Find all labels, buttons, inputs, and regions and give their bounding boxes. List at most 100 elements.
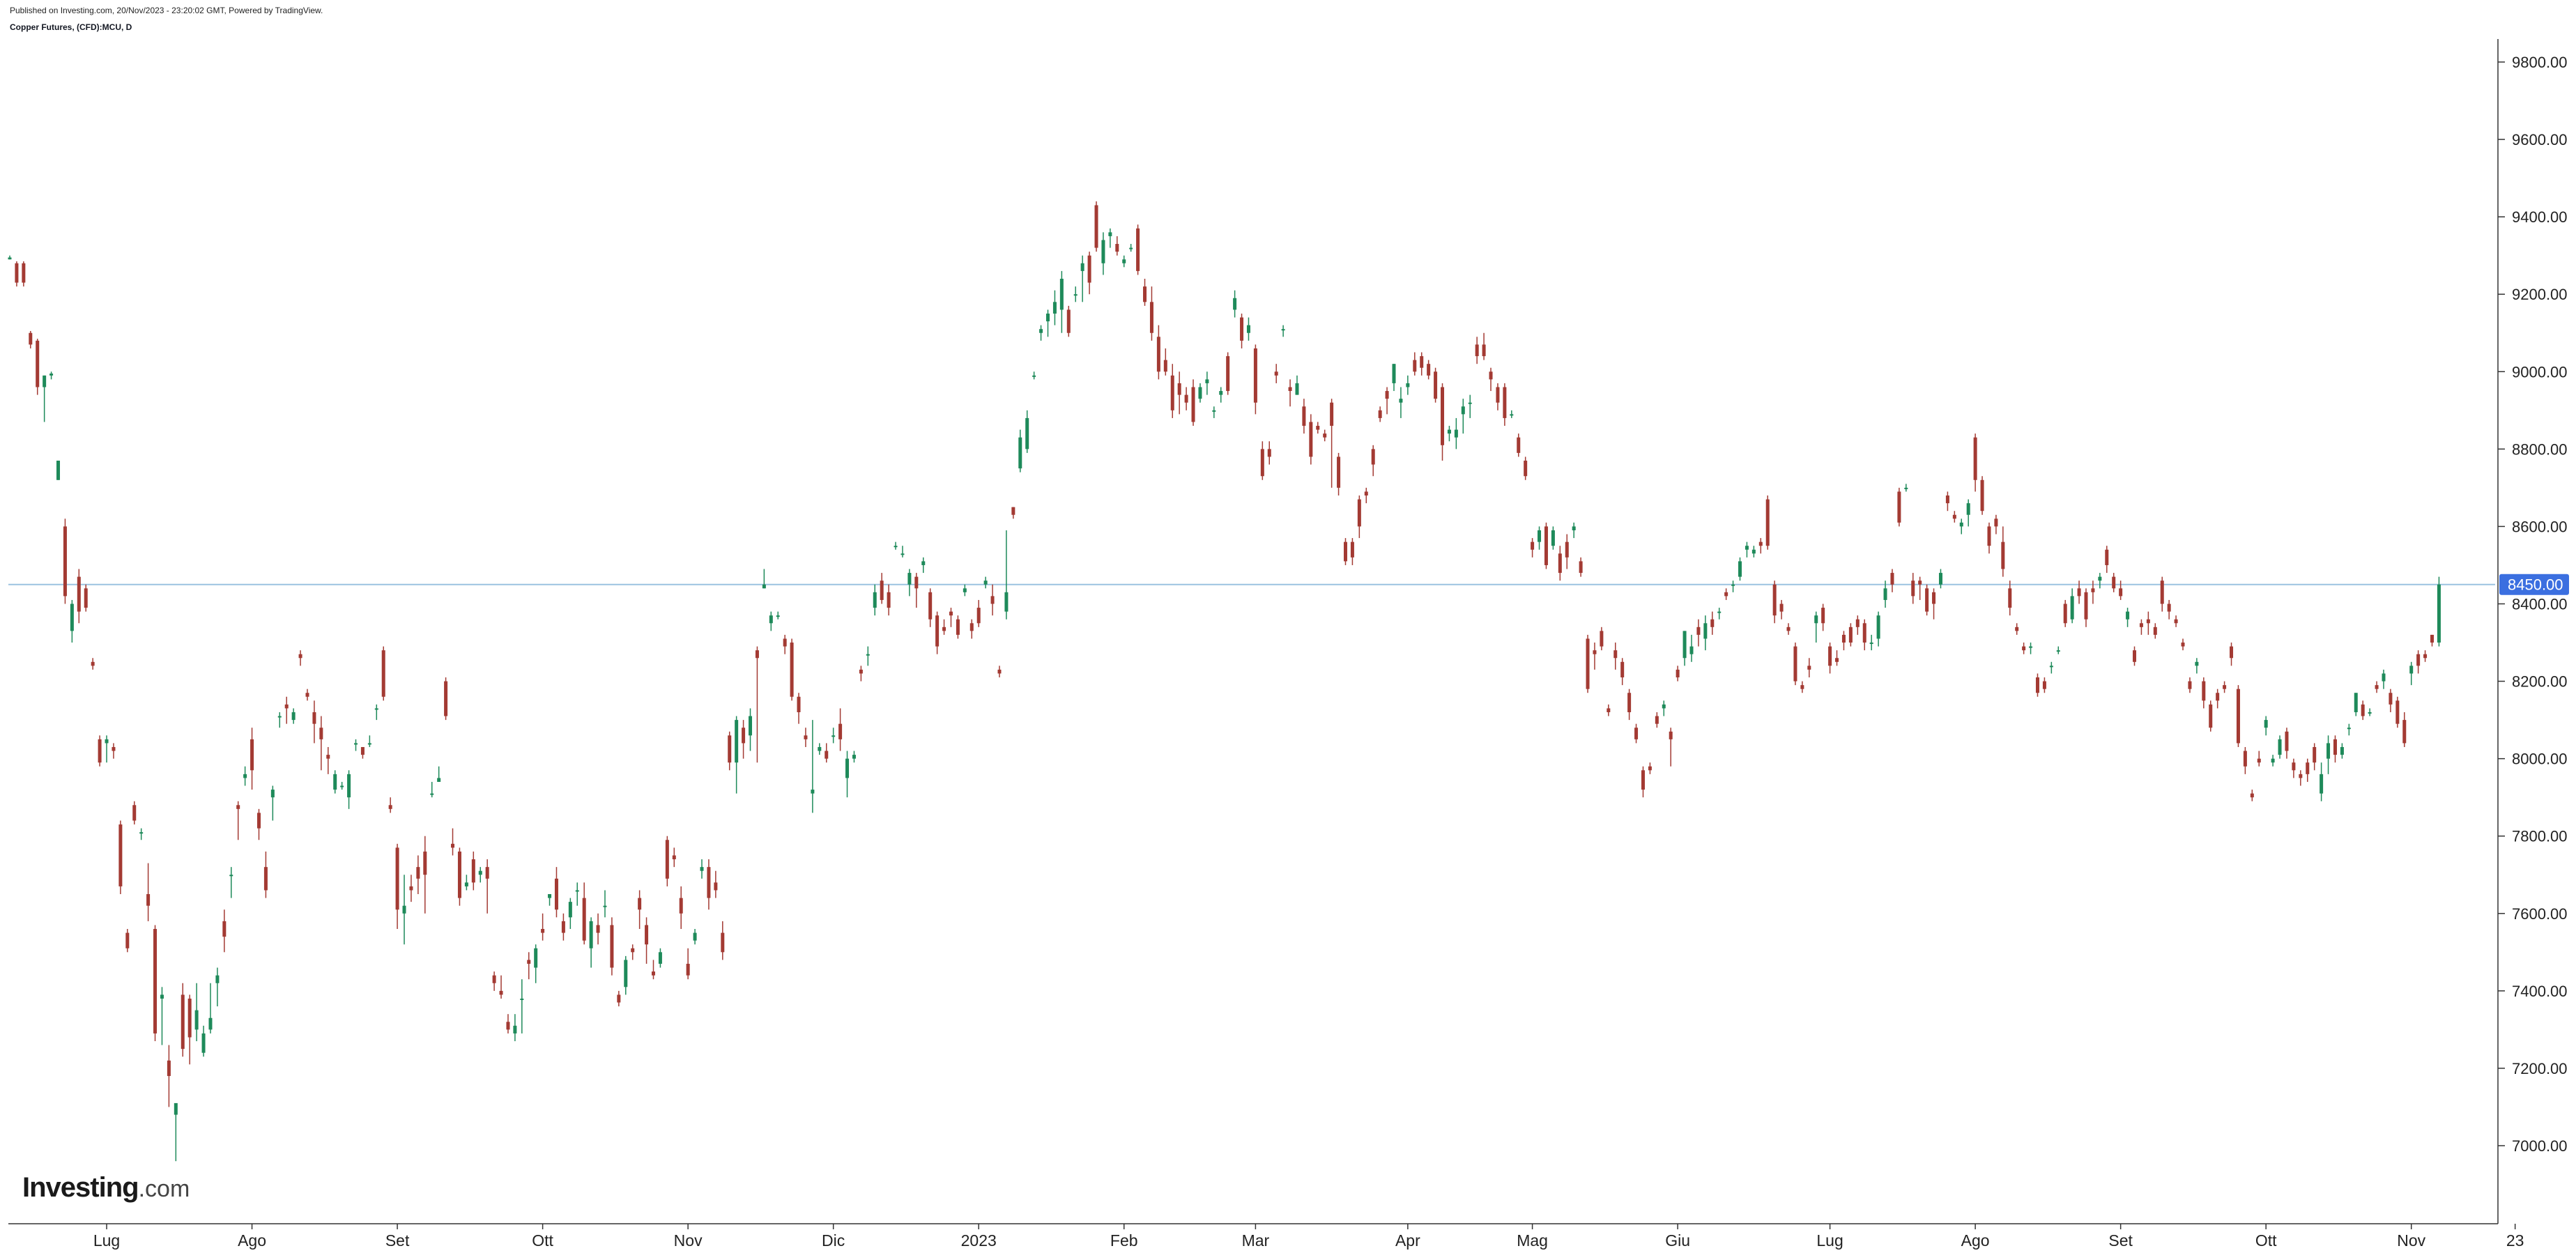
candle-body xyxy=(831,735,836,737)
candle-body xyxy=(430,793,434,795)
candle xyxy=(485,859,489,914)
candle-body xyxy=(2029,646,2033,648)
candle-body xyxy=(1046,313,1050,322)
candle xyxy=(894,541,898,550)
candle-body xyxy=(437,778,441,782)
candle xyxy=(949,608,953,627)
candle xyxy=(1918,576,1922,600)
candle xyxy=(36,339,40,395)
candle xyxy=(1260,441,1264,480)
candle xyxy=(762,569,766,589)
candle xyxy=(2306,758,2310,782)
candle xyxy=(1191,379,1195,426)
candle-body xyxy=(1059,279,1064,310)
candle-body xyxy=(2243,751,2247,767)
candle xyxy=(2188,677,2192,693)
candle xyxy=(735,716,739,794)
candle-body xyxy=(2271,758,2275,763)
candle-body xyxy=(77,576,81,612)
candle-body xyxy=(506,1022,510,1030)
time-tick-label: Lug xyxy=(93,1231,120,1250)
candle-body xyxy=(1496,387,1500,403)
candle-body xyxy=(1517,437,1521,453)
candle xyxy=(1441,383,1445,461)
candle-body xyxy=(983,581,988,585)
candle xyxy=(250,728,254,790)
candle xyxy=(513,1014,517,1042)
candle-body xyxy=(2001,541,2005,569)
price-tick-label: 8200.00 xyxy=(2512,673,2568,691)
candle-body xyxy=(1233,298,1237,310)
candle xyxy=(1855,615,1860,635)
candle-body xyxy=(693,932,697,941)
candle xyxy=(742,720,746,759)
candle-body xyxy=(686,963,690,976)
candle xyxy=(1004,530,1009,620)
candle-body xyxy=(880,581,884,600)
candle xyxy=(298,650,302,666)
time-tick-label: Set xyxy=(2108,1231,2133,1250)
candle-body xyxy=(2209,704,2213,728)
candle-body xyxy=(527,960,531,964)
candle xyxy=(354,739,358,751)
candle-body xyxy=(1620,661,1625,678)
candle xyxy=(728,731,732,771)
candle xyxy=(1496,383,1500,410)
candle-body xyxy=(825,751,829,759)
candle-body xyxy=(1066,309,1071,333)
candle-body xyxy=(326,755,330,759)
candle-body xyxy=(1572,526,1576,530)
price-axis: 7000.00 7200.00 7400.00 7600.00 7800.00 8000.… xyxy=(2497,39,2568,1224)
price-tick-label: 7600.00 xyxy=(2512,905,2568,923)
candle-body xyxy=(2181,643,2185,647)
candle xyxy=(928,588,933,627)
candle xyxy=(132,801,137,825)
candle xyxy=(409,875,413,902)
candle-body xyxy=(1260,449,1264,477)
candle-body xyxy=(2389,693,2393,705)
candle-body xyxy=(1828,646,1832,666)
candle-body xyxy=(1676,669,1680,678)
candle xyxy=(997,666,1002,678)
candle xyxy=(665,836,669,886)
candle-body xyxy=(1399,399,1403,403)
candle-body xyxy=(2230,646,2234,659)
candle xyxy=(1080,255,1084,302)
candle-body xyxy=(554,878,558,910)
candle-body xyxy=(700,867,704,871)
published-caption: Published on Investing.com, 20/Nov/2023 … xyxy=(10,6,323,15)
candle xyxy=(935,611,940,654)
candle xyxy=(1703,615,1708,651)
candle-body xyxy=(167,1060,171,1077)
candle-body xyxy=(1080,263,1084,271)
candle xyxy=(139,828,144,840)
candle-body xyxy=(492,975,496,983)
candle xyxy=(1911,573,1915,604)
candle xyxy=(319,716,323,771)
logo-suffix: .com xyxy=(138,1176,190,1202)
candle-body xyxy=(2049,666,2053,668)
candle xyxy=(1973,433,1977,492)
candle xyxy=(582,882,586,945)
candle xyxy=(1288,379,1292,407)
candle xyxy=(2257,751,2261,767)
candle xyxy=(2174,615,2178,627)
candle-body xyxy=(1800,685,1804,689)
candle-body xyxy=(1938,573,1942,585)
candle xyxy=(1337,452,1341,495)
candle-body xyxy=(1717,611,1722,613)
candle-body xyxy=(367,743,371,745)
candle-body xyxy=(1627,693,1632,712)
candle xyxy=(1724,588,1728,600)
candle-body xyxy=(2430,634,2434,643)
price-tick-label: 9600.00 xyxy=(2512,131,2568,148)
candle-body xyxy=(1364,491,1368,495)
candle xyxy=(2278,735,2282,759)
candle-body xyxy=(1163,360,1167,372)
candle xyxy=(520,979,524,1033)
candle-body xyxy=(478,870,482,875)
candle-body xyxy=(105,739,109,744)
candle xyxy=(194,983,199,1042)
candle xyxy=(575,882,579,906)
candle xyxy=(1052,290,1057,325)
